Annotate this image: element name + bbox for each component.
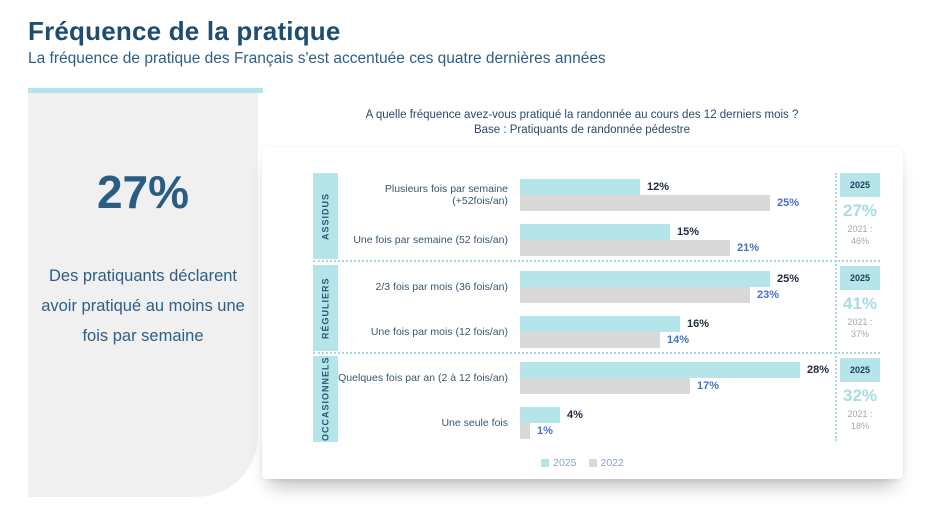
page-title: Fréquence de la pratique [28, 16, 341, 46]
legend-swatch-2025 [541, 459, 550, 467]
legend-swatch-2022 [588, 459, 597, 467]
accent-line [28, 88, 263, 93]
group-divider [313, 352, 880, 354]
chart-group-assidus: ASSIDUS Plusieurs fois par semaine (+52f… [313, 173, 878, 259]
stat-description: Des pratiquants déclarent avoir pratiqué… [41, 267, 245, 345]
stat-value: 27% [96, 166, 190, 218]
row-label: Une fois par mois (12 fois/an) [370, 326, 508, 338]
summary-previous-label: 2021 : [847, 409, 873, 419]
bar-2022: 1% [520, 423, 553, 439]
bar-2025: 28% [520, 362, 829, 378]
bar-value-2022: 21% [737, 242, 760, 254]
bar-value-2022: 23% [757, 289, 780, 301]
chart-row: 2/3 fois par mois (36 fois/an) 25% 23% [338, 271, 878, 303]
chart-legend: 2025 2022 [262, 457, 903, 469]
bar-value-2022: 25% [777, 197, 800, 209]
bar-2025: 12% [520, 179, 669, 195]
summary-previous: 2021 : 46% [840, 223, 880, 247]
summary-previous-value: 18% [850, 421, 869, 431]
summary-previous-value: 46% [850, 236, 869, 246]
bar-2025: 25% [520, 271, 799, 287]
summary-assidus: 2025 27% 2021 : 46% [840, 173, 880, 247]
summary-previous: 2021 : 18% [840, 408, 880, 432]
chart-question-line: A quelle fréquence avez-vous pratiqué la… [365, 109, 799, 121]
summary-value: 41% [842, 294, 878, 313]
summary-previous: 2021 : 37% [840, 316, 880, 340]
summary-year-badge: 2025 [840, 358, 880, 382]
summary-year-badge: 2025 [840, 266, 880, 290]
bar-2022: 21% [520, 240, 759, 256]
row-label: Plusieurs fois par semaine (+52fois/an) [384, 183, 508, 207]
summary-previous-label: 2021 : [847, 224, 873, 234]
legend-label-2022: 2022 [600, 457, 624, 469]
bar-value-2025: 15% [677, 226, 700, 238]
summary-previous-label: 2021 : [847, 317, 873, 327]
legend-item-2022: 2022 [588, 457, 624, 469]
summary-value: 32% [842, 386, 878, 405]
bar-value-2025: 28% [807, 364, 830, 376]
bar-2022: 25% [520, 195, 799, 211]
summary-occasionnels: 2025 32% 2021 : 18% [840, 358, 880, 432]
group-label-reguliers: RÉGULIERS [313, 265, 338, 351]
chart-row: Plusieurs fois par semaine (+52fois/an) … [338, 179, 878, 211]
row-label: Une fois par semaine (52 fois/an) [353, 234, 508, 246]
bar-value-2025: 12% [647, 181, 670, 193]
summary-previous-value: 37% [850, 329, 869, 339]
group-divider [313, 260, 880, 262]
summary-value: 27% [842, 201, 878, 220]
bar-value-2025: 25% [777, 273, 800, 285]
summary-year-badge: 2025 [840, 173, 880, 197]
chart-row: Une fois par mois (12 fois/an) 16% 14% [338, 316, 878, 348]
summary-reguliers: 2025 41% 2021 : 37% [840, 266, 880, 340]
bar-value-2022: 1% [537, 425, 553, 437]
bar-2022: 23% [520, 287, 779, 303]
bar-value-2022: 17% [697, 380, 720, 392]
group-label-occasionnels: OCCASIONNELS [313, 356, 338, 442]
summary-divider [835, 173, 837, 441]
bar-2025: 16% [520, 316, 709, 332]
stat-panel: 27% Des pratiquants déclarent avoir prat… [28, 93, 258, 497]
chart-row: Une seule fois 4% 1% [338, 407, 878, 439]
chart-group-reguliers: RÉGULIERS 2/3 fois par mois (36 fois/an)… [313, 265, 878, 351]
bar-2025: 15% [520, 224, 699, 240]
bar-value-2022: 14% [667, 334, 690, 346]
bar-2022: 17% [520, 378, 719, 394]
chart-question: A quelle fréquence avez-vous pratiqué la… [272, 108, 892, 138]
chart-row: Quelques fois par an (2 à 12 fois/an) 28… [338, 362, 878, 394]
group-label-assidus: ASSIDUS [313, 173, 338, 259]
row-label: Une seule fois [441, 417, 508, 429]
bar-value-2025: 16% [687, 318, 710, 330]
chart-row: Une fois par semaine (52 fois/an) 15% 21… [338, 224, 878, 256]
row-label: 2/3 fois par mois (36 fois/an) [375, 281, 508, 293]
chart-group-occasionnels: OCCASIONNELS Quelques fois par an (2 à 1… [313, 356, 878, 442]
bar-2022: 14% [520, 332, 689, 348]
row-label: Quelques fois par an (2 à 12 fois/an) [338, 372, 508, 384]
legend-label-2025: 2025 [553, 457, 577, 469]
chart-card: ASSIDUS Plusieurs fois par semaine (+52f… [262, 147, 903, 479]
bar-value-2025: 4% [567, 409, 583, 421]
bar-2025: 4% [520, 407, 583, 423]
legend-item-2025: 2025 [541, 457, 577, 469]
page-subtitle: La fréquence de pratique des Français s'… [28, 50, 606, 67]
chart-base-line: Base : Pratiquants de randonnée pédestre [473, 124, 691, 136]
